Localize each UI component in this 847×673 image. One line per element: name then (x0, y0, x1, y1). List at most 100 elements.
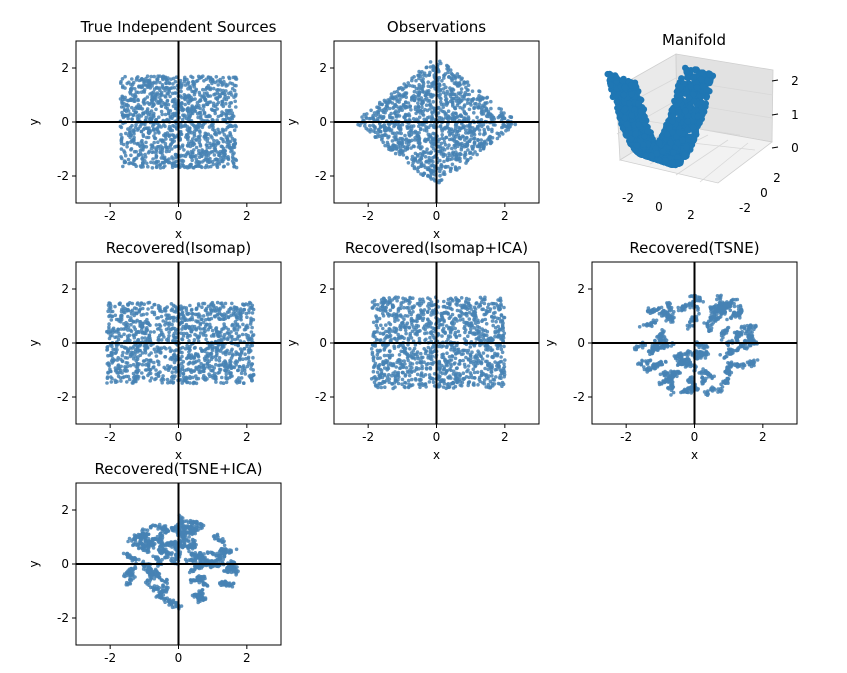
scatter-point (193, 97, 197, 101)
scatter-point (481, 112, 486, 116)
scatter-point (398, 105, 403, 109)
scatter-point (459, 152, 463, 157)
scatter-point (209, 334, 214, 338)
scatter-point (232, 151, 236, 155)
scatter-points (356, 59, 518, 185)
scatter-point (213, 111, 217, 116)
scatter-point (191, 143, 195, 148)
scatter-point (397, 86, 402, 90)
scatter-point (438, 169, 442, 174)
scatter-point (204, 143, 209, 147)
scatter-point (454, 122, 459, 127)
scatter-point (240, 332, 245, 337)
scatter-point (125, 81, 129, 86)
scatter-point (190, 111, 195, 116)
scatter-point (412, 94, 416, 98)
scatter-point (430, 144, 434, 149)
scatter-point (416, 169, 420, 174)
scatter-point (230, 337, 235, 342)
scatter-point (229, 330, 233, 334)
scatter-point (161, 374, 165, 378)
scatter-point (230, 111, 235, 115)
scatter-point (442, 148, 447, 152)
scatter-point (450, 154, 455, 158)
scatter-point (463, 152, 468, 157)
scatter-point (174, 75, 179, 79)
scatter-point (207, 125, 212, 129)
scatter-point (438, 173, 442, 178)
scatter-point (444, 135, 449, 140)
scatter-point (167, 149, 171, 153)
scatter-point (483, 131, 487, 136)
scatter-point (170, 370, 174, 375)
scatter-point (209, 316, 214, 321)
scatter-point (248, 344, 253, 348)
scatter-point (164, 105, 168, 110)
scatter-point (198, 106, 202, 111)
scatter-point (143, 351, 148, 355)
scatter-point (428, 92, 433, 97)
scatter-point (385, 101, 390, 106)
manifold-point (675, 159, 682, 166)
scatter-point (131, 80, 136, 85)
scatter-point (180, 306, 184, 311)
scatter-point (123, 346, 127, 350)
scatter-point (497, 106, 501, 111)
scatter-point (242, 381, 246, 386)
scatter-point (235, 381, 239, 385)
scatter-point (444, 100, 449, 104)
scatter-point (440, 129, 445, 133)
scatter-point (195, 352, 200, 357)
scatter-point (423, 165, 428, 170)
scatter-point (191, 123, 196, 128)
scatter-point (408, 128, 413, 133)
scatter-point (451, 114, 456, 119)
scatter-point (422, 171, 427, 176)
scatter-point (152, 347, 157, 352)
scatter-point (212, 138, 216, 143)
scatter-point (227, 104, 232, 109)
scatter-point (421, 81, 426, 86)
scatter-point (443, 94, 448, 99)
scatter-point (160, 153, 165, 157)
scatter-point (167, 334, 171, 338)
scatter-point (200, 348, 204, 353)
scatter-point (110, 333, 114, 338)
scatter-point (180, 337, 185, 342)
scatter-point (164, 145, 169, 150)
scatter-point (443, 127, 448, 131)
scatter-point (171, 76, 176, 81)
scatter-point (113, 366, 118, 370)
scatter-point (191, 79, 195, 84)
manifold-point (675, 109, 682, 116)
scatter-point (166, 109, 171, 113)
scatter-point (195, 78, 200, 83)
scatter-point (198, 93, 202, 97)
scatter-point (436, 89, 441, 93)
scatter-point (192, 82, 197, 87)
scatter-point (110, 376, 114, 381)
scatter-point (187, 353, 191, 357)
scatter-point (170, 375, 174, 380)
scatter-point (122, 102, 126, 106)
scatter-point (201, 87, 205, 92)
scatter-point (477, 89, 481, 93)
scatter-point (499, 112, 504, 117)
manifold-point (635, 121, 642, 128)
scatter-point (192, 380, 196, 385)
manifold-point (676, 128, 683, 136)
scatter-point (106, 303, 111, 308)
scatter-point (211, 86, 216, 91)
scatter-point (123, 74, 127, 79)
scatter-point (189, 149, 194, 154)
scatter-point (463, 138, 467, 142)
scatter-point (129, 309, 133, 314)
scatter-point (222, 315, 226, 319)
scatter-point (149, 143, 154, 147)
scatter-point (464, 131, 468, 135)
scatter-point (199, 154, 204, 158)
scatter-point (201, 301, 205, 306)
scatter-point (460, 76, 464, 81)
scatter-point (141, 312, 146, 317)
